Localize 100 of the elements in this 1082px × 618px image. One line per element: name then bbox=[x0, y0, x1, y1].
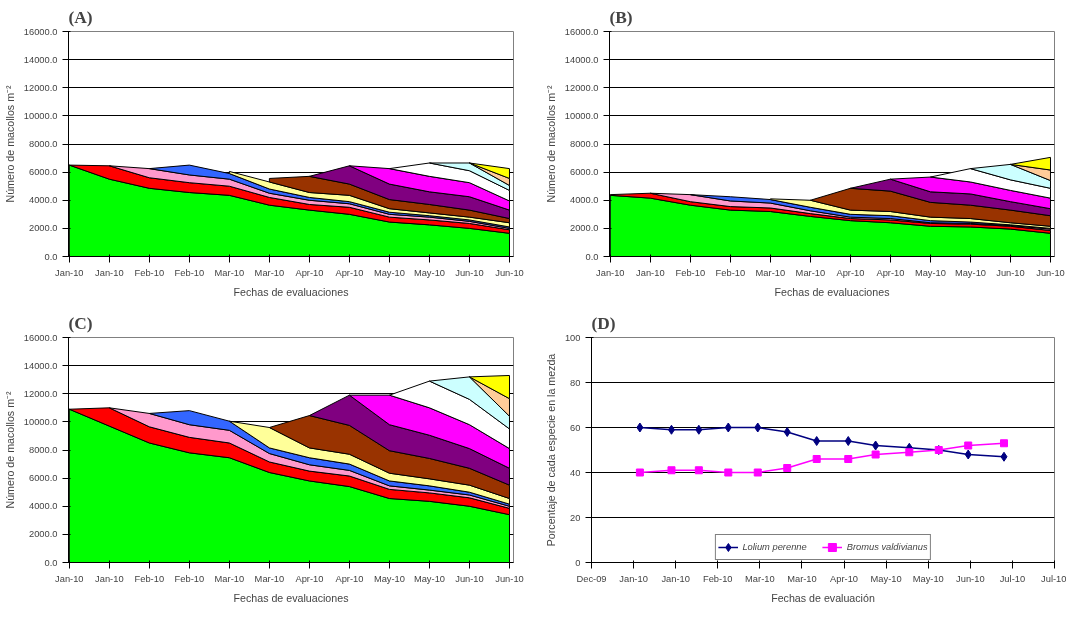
x-tick-label: Apr-10 bbox=[830, 573, 859, 584]
y-tick-label: 16000.0 bbox=[564, 26, 599, 37]
chart-title: (C) bbox=[68, 313, 93, 333]
x-tick-label: Jun-10 bbox=[455, 573, 484, 584]
x-tick-label: Jun-10 bbox=[996, 267, 1025, 278]
x-tick-label: Jun-10 bbox=[956, 573, 985, 584]
x-tick-label: May-10 bbox=[870, 573, 902, 584]
y-tick-label: 2000.0 bbox=[28, 223, 58, 234]
x-tick-label: Mar-10 bbox=[787, 573, 817, 584]
y-tick-label: 6000.0 bbox=[28, 473, 58, 484]
y-tick-label: 100 bbox=[564, 332, 581, 343]
y-tick-label: 10000.0 bbox=[23, 416, 58, 427]
point bbox=[999, 439, 1008, 448]
x-tick-label: Jan-10 bbox=[619, 573, 648, 584]
x-axis-title: Fechas de evaluaciones bbox=[233, 591, 349, 604]
chart-title: (A) bbox=[68, 7, 93, 27]
point bbox=[964, 449, 972, 460]
y-tick-label: 0.0 bbox=[44, 557, 58, 568]
x-tick-label: Apr-10 bbox=[836, 267, 865, 278]
y-axis-title: Número de macollos m⁻² bbox=[3, 84, 16, 203]
legend-label: Lolium perenne bbox=[742, 542, 807, 552]
x-tick-label: Apr-10 bbox=[295, 267, 324, 278]
y-axis-title: Porcentaje de cada especie en la mezda bbox=[544, 353, 557, 547]
x-tick-label: Feb-10 bbox=[675, 267, 706, 278]
x-tick-label: Jan-10 bbox=[55, 573, 84, 584]
x-tick-label: Jun-10 bbox=[495, 267, 524, 278]
x-tick-label: Feb-10 bbox=[134, 267, 165, 278]
x-tick-label: Jun-10 bbox=[495, 573, 524, 584]
point bbox=[724, 468, 733, 477]
chart-title: (D) bbox=[591, 313, 616, 333]
x-tick-label: Mar-10 bbox=[214, 573, 245, 584]
point bbox=[753, 468, 762, 477]
x-tick-label: Jan-10 bbox=[95, 267, 124, 278]
point bbox=[783, 464, 792, 472]
x-tick-label: Jan-10 bbox=[55, 267, 84, 278]
x-tick-label: Jul-10 bbox=[1041, 573, 1067, 584]
x-tick-label: Mar-10 bbox=[214, 267, 245, 278]
x-tick-label: May-10 bbox=[413, 267, 446, 278]
x-tick-label: Jan-10 bbox=[636, 267, 665, 278]
y-tick-label: 4000.0 bbox=[569, 195, 599, 206]
x-tick-label: Apr-10 bbox=[335, 267, 364, 278]
x-tick-label: May-10 bbox=[373, 267, 405, 278]
x-tick-label: Feb-10 bbox=[174, 267, 205, 278]
x-tick-label: Jan-10 bbox=[661, 573, 690, 584]
x-tick-label: Apr-10 bbox=[876, 267, 905, 278]
x-tick-label: Mar-10 bbox=[254, 267, 285, 278]
x-tick-label: May-10 bbox=[912, 573, 944, 584]
point bbox=[724, 422, 732, 433]
x-tick-label: Feb-10 bbox=[702, 573, 733, 584]
y-axis-title: Número de macollos m⁻² bbox=[3, 390, 16, 509]
point bbox=[667, 424, 675, 435]
y-tick-label: 16000.0 bbox=[23, 26, 58, 37]
y-tick-label: 16000.0 bbox=[23, 332, 58, 343]
y-tick-label: 60 bbox=[570, 422, 581, 433]
point bbox=[964, 441, 973, 450]
x-axis-title: Fechas de evaluaciones bbox=[774, 285, 890, 298]
y-tick-label: 4000.0 bbox=[28, 195, 58, 206]
point bbox=[812, 455, 821, 463]
y-tick-label: 12000.0 bbox=[564, 82, 599, 93]
y-tick-label: 14000.0 bbox=[564, 54, 599, 65]
y-tick-label: 6000.0 bbox=[569, 167, 599, 178]
chart-title: (B) bbox=[609, 7, 633, 27]
x-tick-label: Mar-10 bbox=[254, 573, 285, 584]
x-tick-label: Mar-10 bbox=[745, 573, 775, 584]
x-tick-label: Apr-10 bbox=[295, 573, 324, 584]
x-tick-label: Feb-10 bbox=[134, 573, 165, 584]
y-tick-label: 10000.0 bbox=[23, 110, 58, 121]
y-tick-label: 12000.0 bbox=[23, 82, 58, 93]
x-tick-label: May-10 bbox=[954, 267, 987, 278]
x-tick-label: Jan-10 bbox=[596, 267, 625, 278]
y-tick-label: 14000.0 bbox=[23, 54, 58, 65]
point bbox=[844, 455, 853, 463]
point bbox=[871, 450, 880, 459]
point bbox=[754, 422, 762, 433]
y-axis-title: Número de macollos m⁻² bbox=[544, 84, 557, 203]
y-tick-label: 80 bbox=[570, 377, 581, 388]
x-tick-label: Jun-10 bbox=[1036, 267, 1065, 278]
y-tick-label: 14000.0 bbox=[23, 360, 58, 371]
y-tick-label: 10000.0 bbox=[564, 110, 599, 121]
y-tick-label: 0.0 bbox=[44, 251, 58, 262]
x-tick-label: Jul-10 bbox=[999, 573, 1026, 584]
y-tick-label: 2000.0 bbox=[28, 529, 58, 540]
legend-label: Bromus valdivianus bbox=[846, 542, 928, 552]
x-tick-label: Apr-10 bbox=[335, 573, 364, 584]
x-tick-label: Feb-10 bbox=[715, 267, 746, 278]
x-tick-label: Feb-10 bbox=[174, 573, 205, 584]
y-tick-label: 8000.0 bbox=[28, 139, 58, 149]
point bbox=[636, 422, 644, 433]
point bbox=[667, 466, 676, 475]
x-tick-label: Mar-10 bbox=[755, 267, 786, 278]
x-tick-label: Jun-10 bbox=[455, 267, 484, 278]
y-tick-label: 0.0 bbox=[585, 251, 599, 262]
point bbox=[905, 448, 914, 457]
y-tick-label: 2000.0 bbox=[569, 223, 599, 234]
point bbox=[635, 468, 644, 477]
point bbox=[694, 466, 703, 475]
x-tick-label: May-10 bbox=[413, 573, 446, 584]
x-tick-label: May-10 bbox=[373, 573, 405, 584]
point bbox=[844, 436, 852, 446]
y-tick-label: 40 bbox=[570, 467, 581, 478]
